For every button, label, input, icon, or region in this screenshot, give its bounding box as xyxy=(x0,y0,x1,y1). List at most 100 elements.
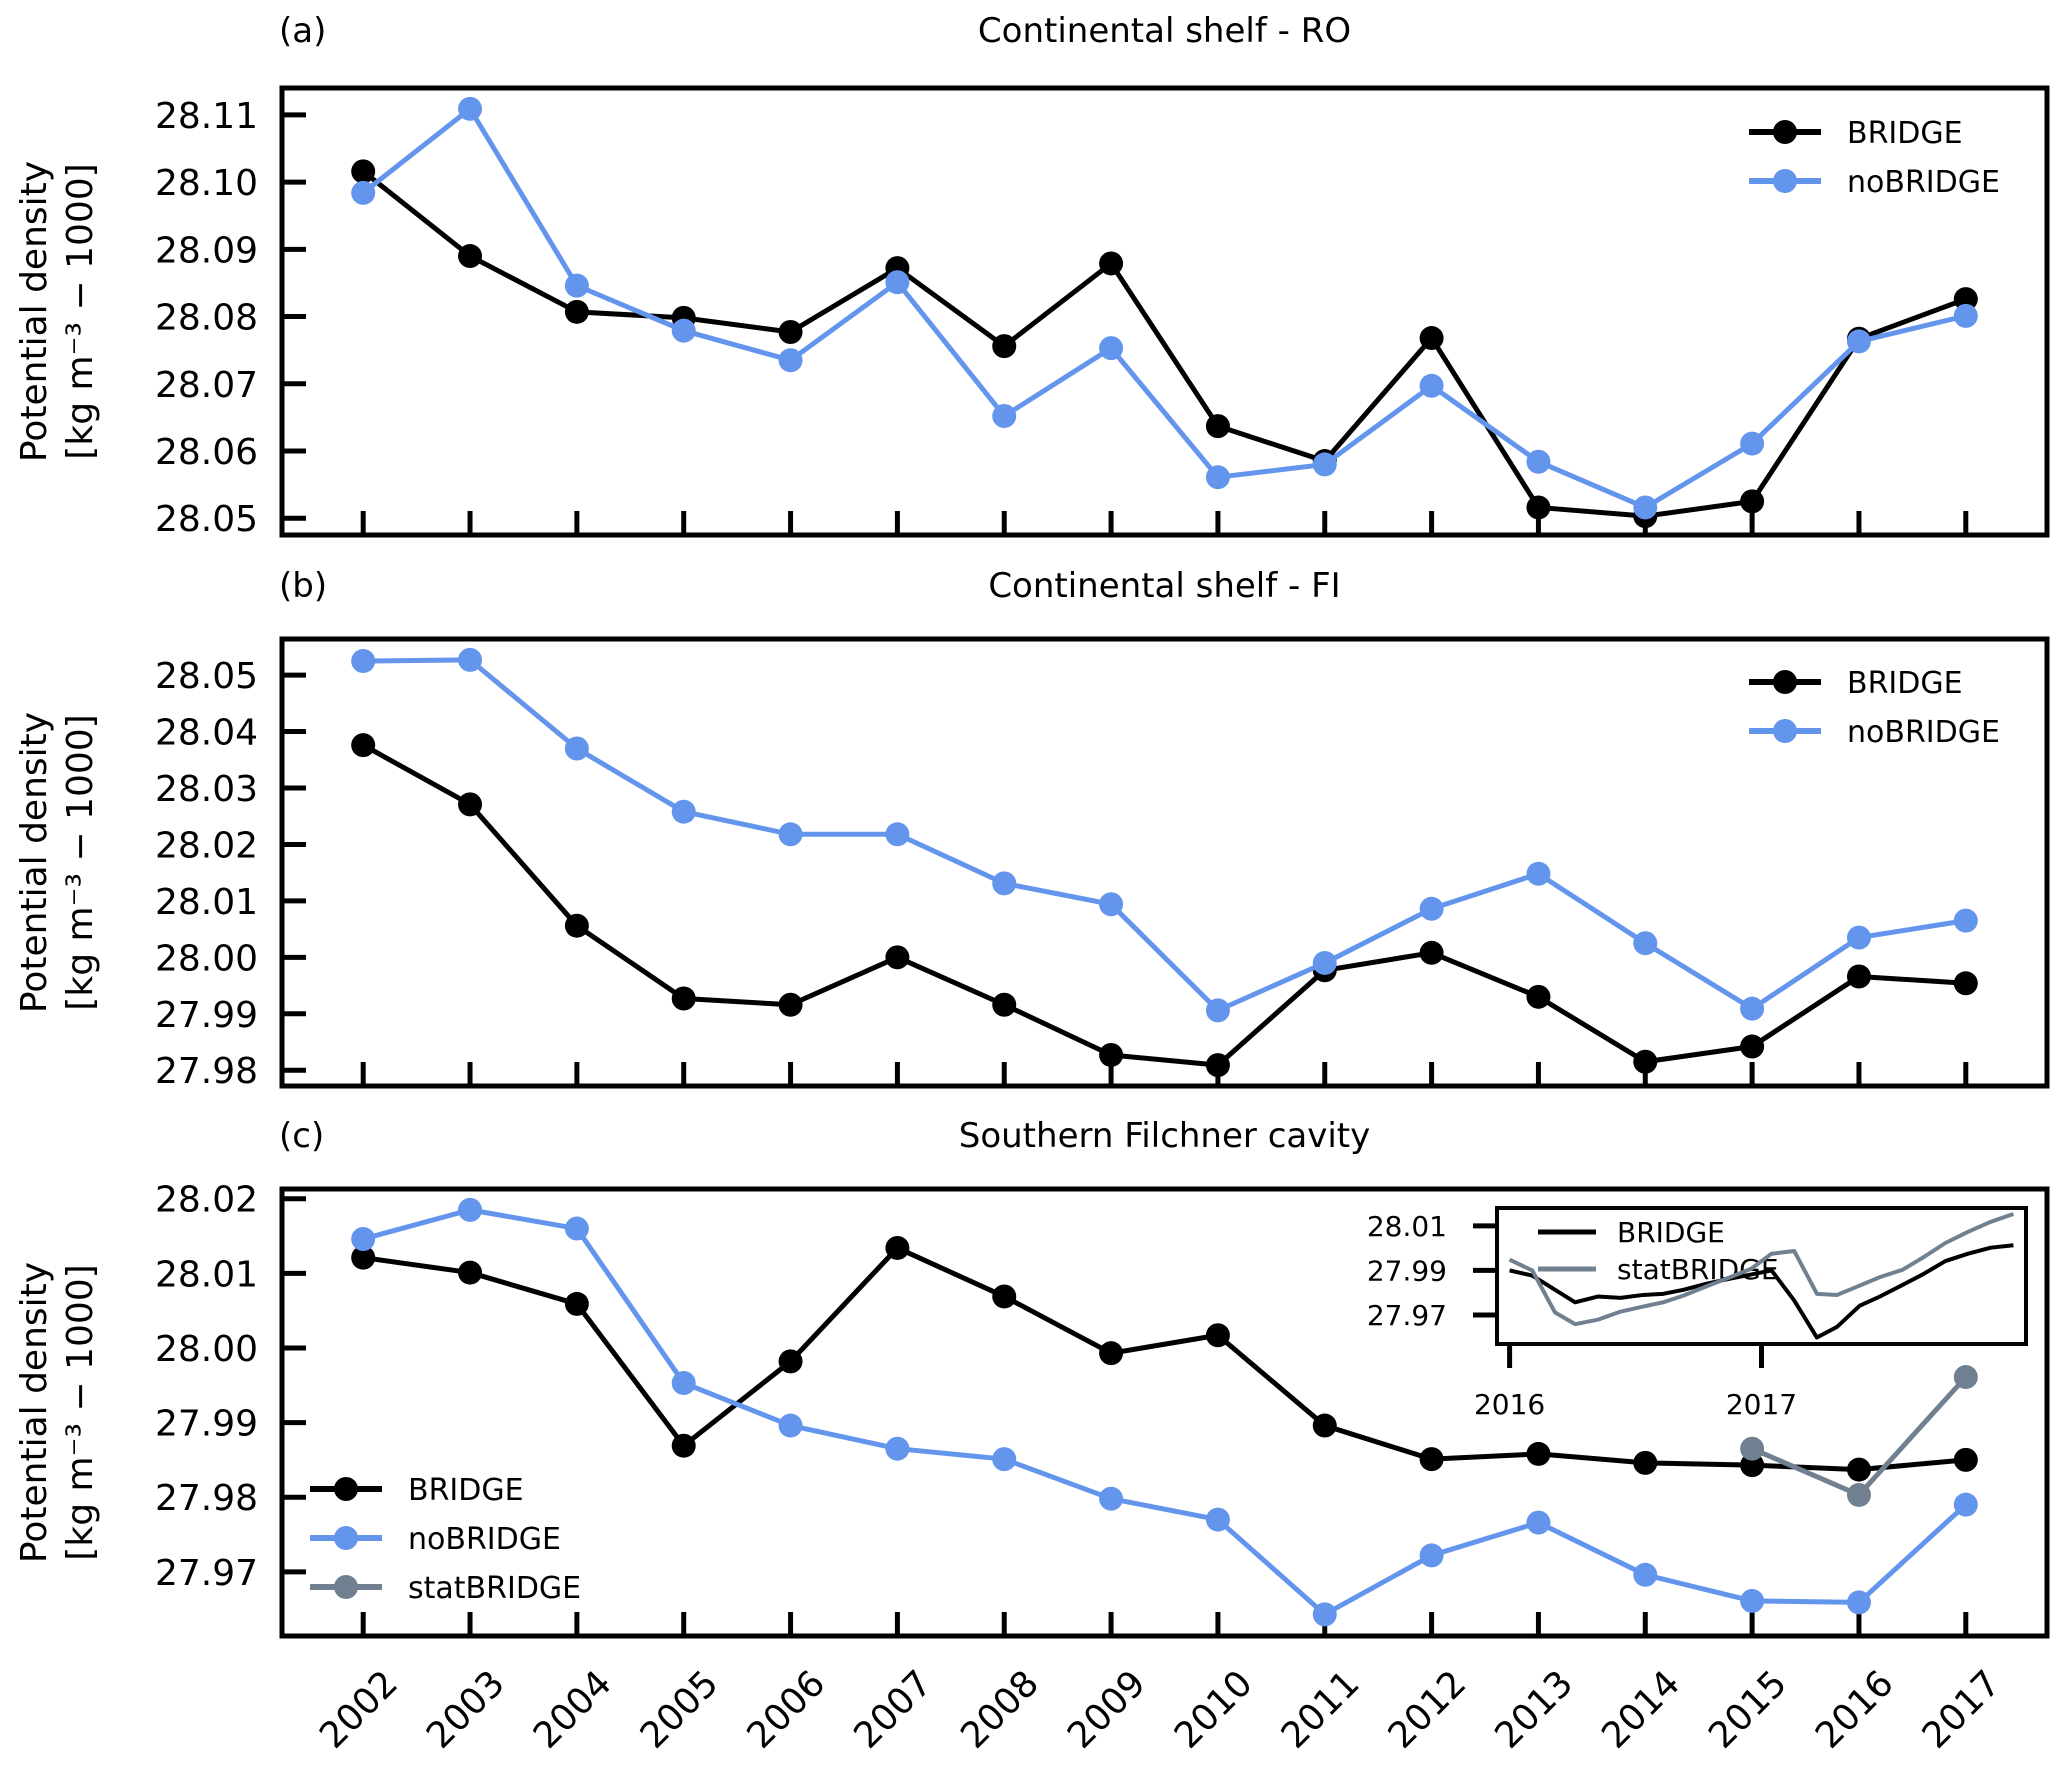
y-tick-label: 28.11 xyxy=(155,96,258,137)
legend-label-BRIDGE: BRIDGE xyxy=(408,1473,524,1508)
data-point-noBRIDGE xyxy=(564,1216,589,1241)
data-point-BRIDGE xyxy=(1312,1413,1337,1438)
panel-label: (a) xyxy=(279,11,326,51)
legend-label-BRIDGE: BRIDGE xyxy=(1847,116,1963,151)
data-point-noBRIDGE xyxy=(778,1413,803,1438)
data-point-noBRIDGE xyxy=(564,736,589,761)
data-point-noBRIDGE xyxy=(1205,998,1230,1023)
series-line-noBRIDGE xyxy=(361,106,1967,510)
data-point-noBRIDGE xyxy=(1633,495,1658,520)
data-point-BRIDGE xyxy=(1953,287,1978,312)
x-tick-label: 2002 xyxy=(312,1663,406,1757)
y-axis-label-units: [kg m⁻³ − 1000] xyxy=(60,714,101,1010)
y-axis-label: Potential density xyxy=(14,161,55,462)
data-point-noBRIDGE xyxy=(1633,931,1658,956)
legend-label-statBRIDGE: statBRIDGE xyxy=(408,1571,581,1606)
x-tick-label: 2013 xyxy=(1487,1663,1581,1757)
x-tick-label: 2009 xyxy=(1060,1663,1154,1757)
data-point-noBRIDGE xyxy=(1526,861,1551,886)
data-point-BRIDGE xyxy=(1740,489,1765,514)
y-tick-label: 27.99 xyxy=(155,995,258,1036)
data-point-BRIDGE xyxy=(564,299,589,324)
series-line-BRIDGE xyxy=(361,169,1967,519)
x-tick-label: 2004 xyxy=(526,1663,620,1757)
data-point-noBRIDGE xyxy=(671,318,696,343)
data-point-BRIDGE xyxy=(1953,971,1978,996)
x-tick-label: 2012 xyxy=(1381,1663,1475,1757)
data-point-statBRIDGE xyxy=(1846,1482,1871,1507)
data-point-BRIDGE xyxy=(1526,984,1551,1009)
data-point-noBRIDGE xyxy=(1953,1492,1978,1517)
data-point-BRIDGE xyxy=(458,244,483,269)
data-point-noBRIDGE xyxy=(1846,329,1871,354)
data-point-noBRIDGE xyxy=(1419,896,1444,921)
data-point-statBRIDGE xyxy=(1953,1365,1978,1390)
data-point-noBRIDGE xyxy=(351,649,376,674)
data-point-noBRIDGE xyxy=(1526,1510,1551,1535)
y-axis-label-units: [kg m⁻³ − 1000] xyxy=(60,1264,101,1560)
y-tick-label: 27.97 xyxy=(155,1553,258,1594)
inset-legend-label-BRIDGE: BRIDGE xyxy=(1617,1216,1725,1249)
data-point-BRIDGE xyxy=(1099,1042,1124,1067)
data-point-BRIDGE xyxy=(1419,326,1444,351)
legend-marker-BRIDGE xyxy=(1773,670,1797,694)
inset-legend-label-statBRIDGE: statBRIDGE xyxy=(1617,1253,1779,1286)
data-point-BRIDGE xyxy=(992,1284,1017,1309)
data-point-noBRIDGE xyxy=(671,799,696,824)
x-tick-label: 2015 xyxy=(1701,1663,1795,1757)
panel-a: (a) Continental shelf - RO Potential densi… xyxy=(14,11,2050,540)
data-point-noBRIDGE xyxy=(1953,908,1978,933)
y-tick-label: 28.01 xyxy=(155,1254,258,1295)
data-point-noBRIDGE xyxy=(1312,452,1337,477)
x-tick-label: 2011 xyxy=(1274,1663,1368,1757)
panel-title: Continental shelf - RO xyxy=(978,11,1351,51)
data-point-noBRIDGE xyxy=(458,96,483,121)
y-tick-label: 28.04 xyxy=(155,713,258,754)
panel-title: Southern Filchner cavity xyxy=(959,1116,1371,1156)
y-tick-label: 28.00 xyxy=(155,1329,258,1370)
data-point-BRIDGE xyxy=(992,992,1017,1017)
data-point-noBRIDGE xyxy=(1312,1602,1337,1627)
data-point-BRIDGE xyxy=(671,1433,696,1458)
data-point-noBRIDGE xyxy=(1846,925,1871,950)
legend-marker-noBRIDGE xyxy=(1773,169,1797,193)
x-tick-label: 2005 xyxy=(633,1663,727,1757)
panel-title: Continental shelf - FI xyxy=(988,566,1340,606)
data-point-BRIDGE xyxy=(1633,1049,1658,1074)
data-point-BRIDGE xyxy=(351,1245,376,1270)
data-point-BRIDGE xyxy=(992,334,1017,359)
data-point-noBRIDGE xyxy=(564,273,589,298)
data-point-BRIDGE xyxy=(1953,1447,1978,1472)
data-point-noBRIDGE xyxy=(1846,1590,1871,1615)
axes-frame xyxy=(279,1186,2050,1639)
y-tick-label: 28.05 xyxy=(155,656,258,697)
data-point-noBRIDGE xyxy=(1740,1588,1765,1613)
y-tick-label: 28.09 xyxy=(155,230,258,271)
data-point-BRIDGE xyxy=(564,913,589,938)
y-tick-label: 28.02 xyxy=(155,825,258,866)
data-point-statBRIDGE xyxy=(1740,1436,1765,1461)
y-tick-label: 28.05 xyxy=(155,499,258,540)
y-tick-label: 28.00 xyxy=(155,938,258,979)
series-line-BRIDGE xyxy=(361,742,1966,1068)
inset-y-tick-label: 27.97 xyxy=(1367,1299,1447,1332)
data-point-noBRIDGE xyxy=(885,270,910,295)
data-point-BRIDGE xyxy=(1099,251,1124,276)
legend-marker-BRIDGE xyxy=(1773,120,1797,144)
inset-x-tick-label: 2016 xyxy=(1474,1388,1545,1421)
data-point-BRIDGE xyxy=(1846,1457,1871,1482)
data-point-noBRIDGE xyxy=(351,1226,376,1251)
data-point-BRIDGE xyxy=(1740,1453,1765,1478)
x-tick-label: 2003 xyxy=(419,1663,513,1757)
data-point-BRIDGE xyxy=(885,945,910,970)
x-tick-label: 2014 xyxy=(1594,1663,1688,1757)
data-point-noBRIDGE xyxy=(1740,996,1765,1021)
data-point-BRIDGE xyxy=(458,1260,483,1285)
legend-marker-statBRIDGE xyxy=(334,1575,358,1599)
legend-label-BRIDGE: BRIDGE xyxy=(1847,666,1963,701)
data-point-BRIDGE xyxy=(778,320,803,345)
data-point-BRIDGE xyxy=(1099,1341,1124,1366)
data-point-BRIDGE xyxy=(1633,1450,1658,1475)
data-point-noBRIDGE xyxy=(885,1436,910,1461)
y-tick-label: 27.98 xyxy=(155,1051,258,1092)
